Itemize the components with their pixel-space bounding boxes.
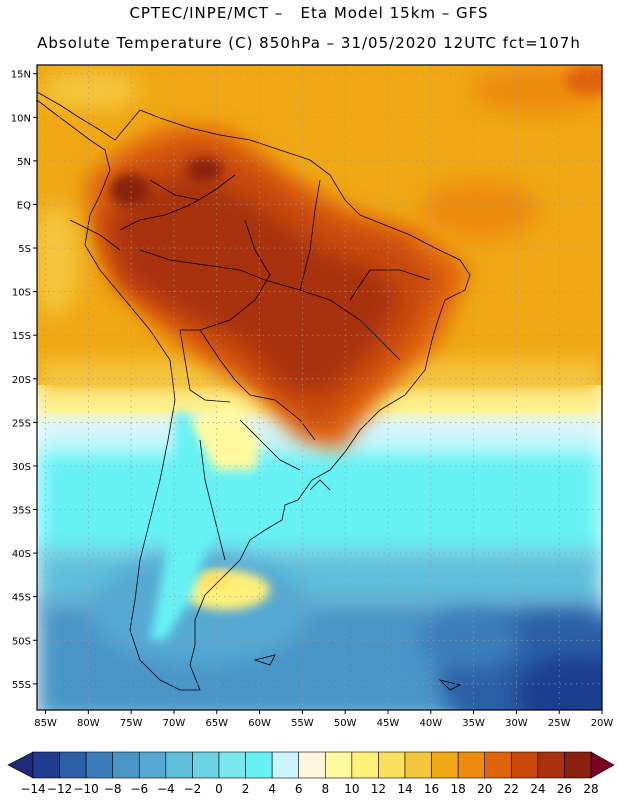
chart-title-line1: CPTEC/INPE/MCT – Eta Model 15km – GFS — [129, 4, 489, 22]
colorbar-swatch — [298, 751, 326, 779]
lat-tick-label: 15N — [11, 70, 31, 81]
lat-tick-label: 30S — [12, 462, 31, 473]
lon-tick-label: 75W — [120, 718, 143, 729]
colorbar-swatch — [112, 751, 140, 779]
colorbar-under-arrow — [7, 751, 34, 779]
colorbar-swatch — [271, 751, 300, 779]
colorbar-label: −6 — [130, 782, 148, 796]
lat-tick-label: 20S — [12, 375, 31, 386]
colorbar-label: 18 — [451, 782, 466, 796]
colorbar-label: 20 — [477, 782, 492, 796]
colorbar-label: 12 — [371, 782, 386, 796]
lon-tick-label: 30W — [505, 718, 528, 729]
lat-tick-label: EQ — [17, 200, 31, 211]
latitude-axis: 15N 10N 5N EQ 5S 10S 15S 20S 25S 30S 35S 40S 45S 50S 5… — [11, 70, 37, 691]
lat-tick-label: 40S — [12, 549, 31, 560]
lon-tick-label: 80W — [77, 718, 100, 729]
colorbar-label: 10 — [344, 782, 359, 796]
lon-tick-label: 65W — [205, 718, 228, 729]
colorbar: −14 −12 −10 −8 −6 −4 −2 0 2 4 6 8 10 12 14 16 18 20 22 24 26… — [7, 751, 615, 796]
colorbar-label: 24 — [530, 782, 545, 796]
colorbar-label: −2 — [184, 782, 202, 796]
colorbar-swatch — [378, 751, 406, 779]
lat-tick-label: 5S — [18, 244, 31, 255]
lon-tick-label: 40W — [419, 718, 442, 729]
colorbar-label: −10 — [73, 782, 98, 796]
colorbar-swatch — [85, 751, 114, 779]
colorbar-swatch — [59, 751, 87, 779]
lon-tick-label: 55W — [291, 718, 314, 729]
colorbar-swatch — [245, 751, 273, 779]
colorbar-swatch — [404, 751, 432, 779]
colorbar-label: 14 — [397, 782, 412, 796]
temperature-field — [37, 65, 602, 710]
colorbar-label: 4 — [268, 782, 276, 796]
colorbar-swatch — [218, 751, 246, 779]
longitude-axis: 85W 80W 75W 70W 65W 60W 55W 50W 45W 40W 35W 30W 25W 2… — [34, 710, 613, 729]
lat-tick-label: 45S — [12, 593, 31, 604]
colorbar-label: 8 — [321, 782, 329, 796]
colorbar-label: −4 — [157, 782, 175, 796]
lon-tick-label: 45W — [377, 718, 400, 729]
colorbar-label: −12 — [47, 782, 72, 796]
lon-tick-label: 50W — [334, 718, 357, 729]
colorbar-swatch — [32, 751, 60, 779]
colorbar-swatch — [138, 751, 167, 779]
lon-tick-label: 35W — [462, 718, 485, 729]
colorbar-swatch — [537, 751, 565, 779]
lon-tick-label: 70W — [163, 718, 186, 729]
lat-tick-label: 55S — [12, 680, 31, 691]
colorbar-label: −8 — [104, 782, 122, 796]
lat-tick-label: 15S — [12, 331, 31, 342]
lat-tick-label: 10N — [11, 113, 31, 124]
colorbar-label: 2 — [242, 782, 250, 796]
lat-tick-label: 5N — [17, 157, 31, 168]
colorbar-swatch — [564, 751, 592, 779]
colorbar-swatch — [351, 751, 379, 779]
colorbar-label: 28 — [583, 782, 598, 796]
lat-tick-label: 35S — [12, 506, 31, 517]
lat-tick-label: 25S — [12, 418, 31, 429]
colorbar-swatch — [510, 751, 539, 779]
colorbar-swatch — [192, 751, 220, 779]
colorbar-swatch — [165, 751, 193, 779]
chart-title-line2: Absolute Temperature (C) 850hPa – 31/05/… — [37, 34, 581, 52]
colorbar-label: 26 — [557, 782, 572, 796]
coastlines — [37, 91, 471, 691]
colorbar-label: 6 — [295, 782, 303, 796]
lat-tick-label: 50S — [12, 636, 31, 647]
graticule — [37, 65, 602, 710]
colorbar-label: −14 — [20, 782, 45, 796]
colorbar-over-arrow — [590, 751, 615, 779]
lon-tick-label: 60W — [248, 718, 271, 729]
colorbar-label: 0 — [215, 782, 223, 796]
lon-tick-label: 25W — [548, 718, 571, 729]
colorbar-label: 22 — [504, 782, 519, 796]
colorbar-swatch — [324, 751, 353, 779]
colorbar-swatch — [484, 751, 512, 779]
colorbar-swatch — [457, 751, 486, 779]
lon-tick-label: 85W — [34, 718, 57, 729]
map-frame — [36, 64, 603, 711]
lat-tick-label: 10S — [12, 288, 31, 299]
colorbar-swatch — [431, 751, 459, 779]
lon-tick-label: 20W — [591, 718, 614, 729]
colorbar-label: 16 — [424, 782, 439, 796]
